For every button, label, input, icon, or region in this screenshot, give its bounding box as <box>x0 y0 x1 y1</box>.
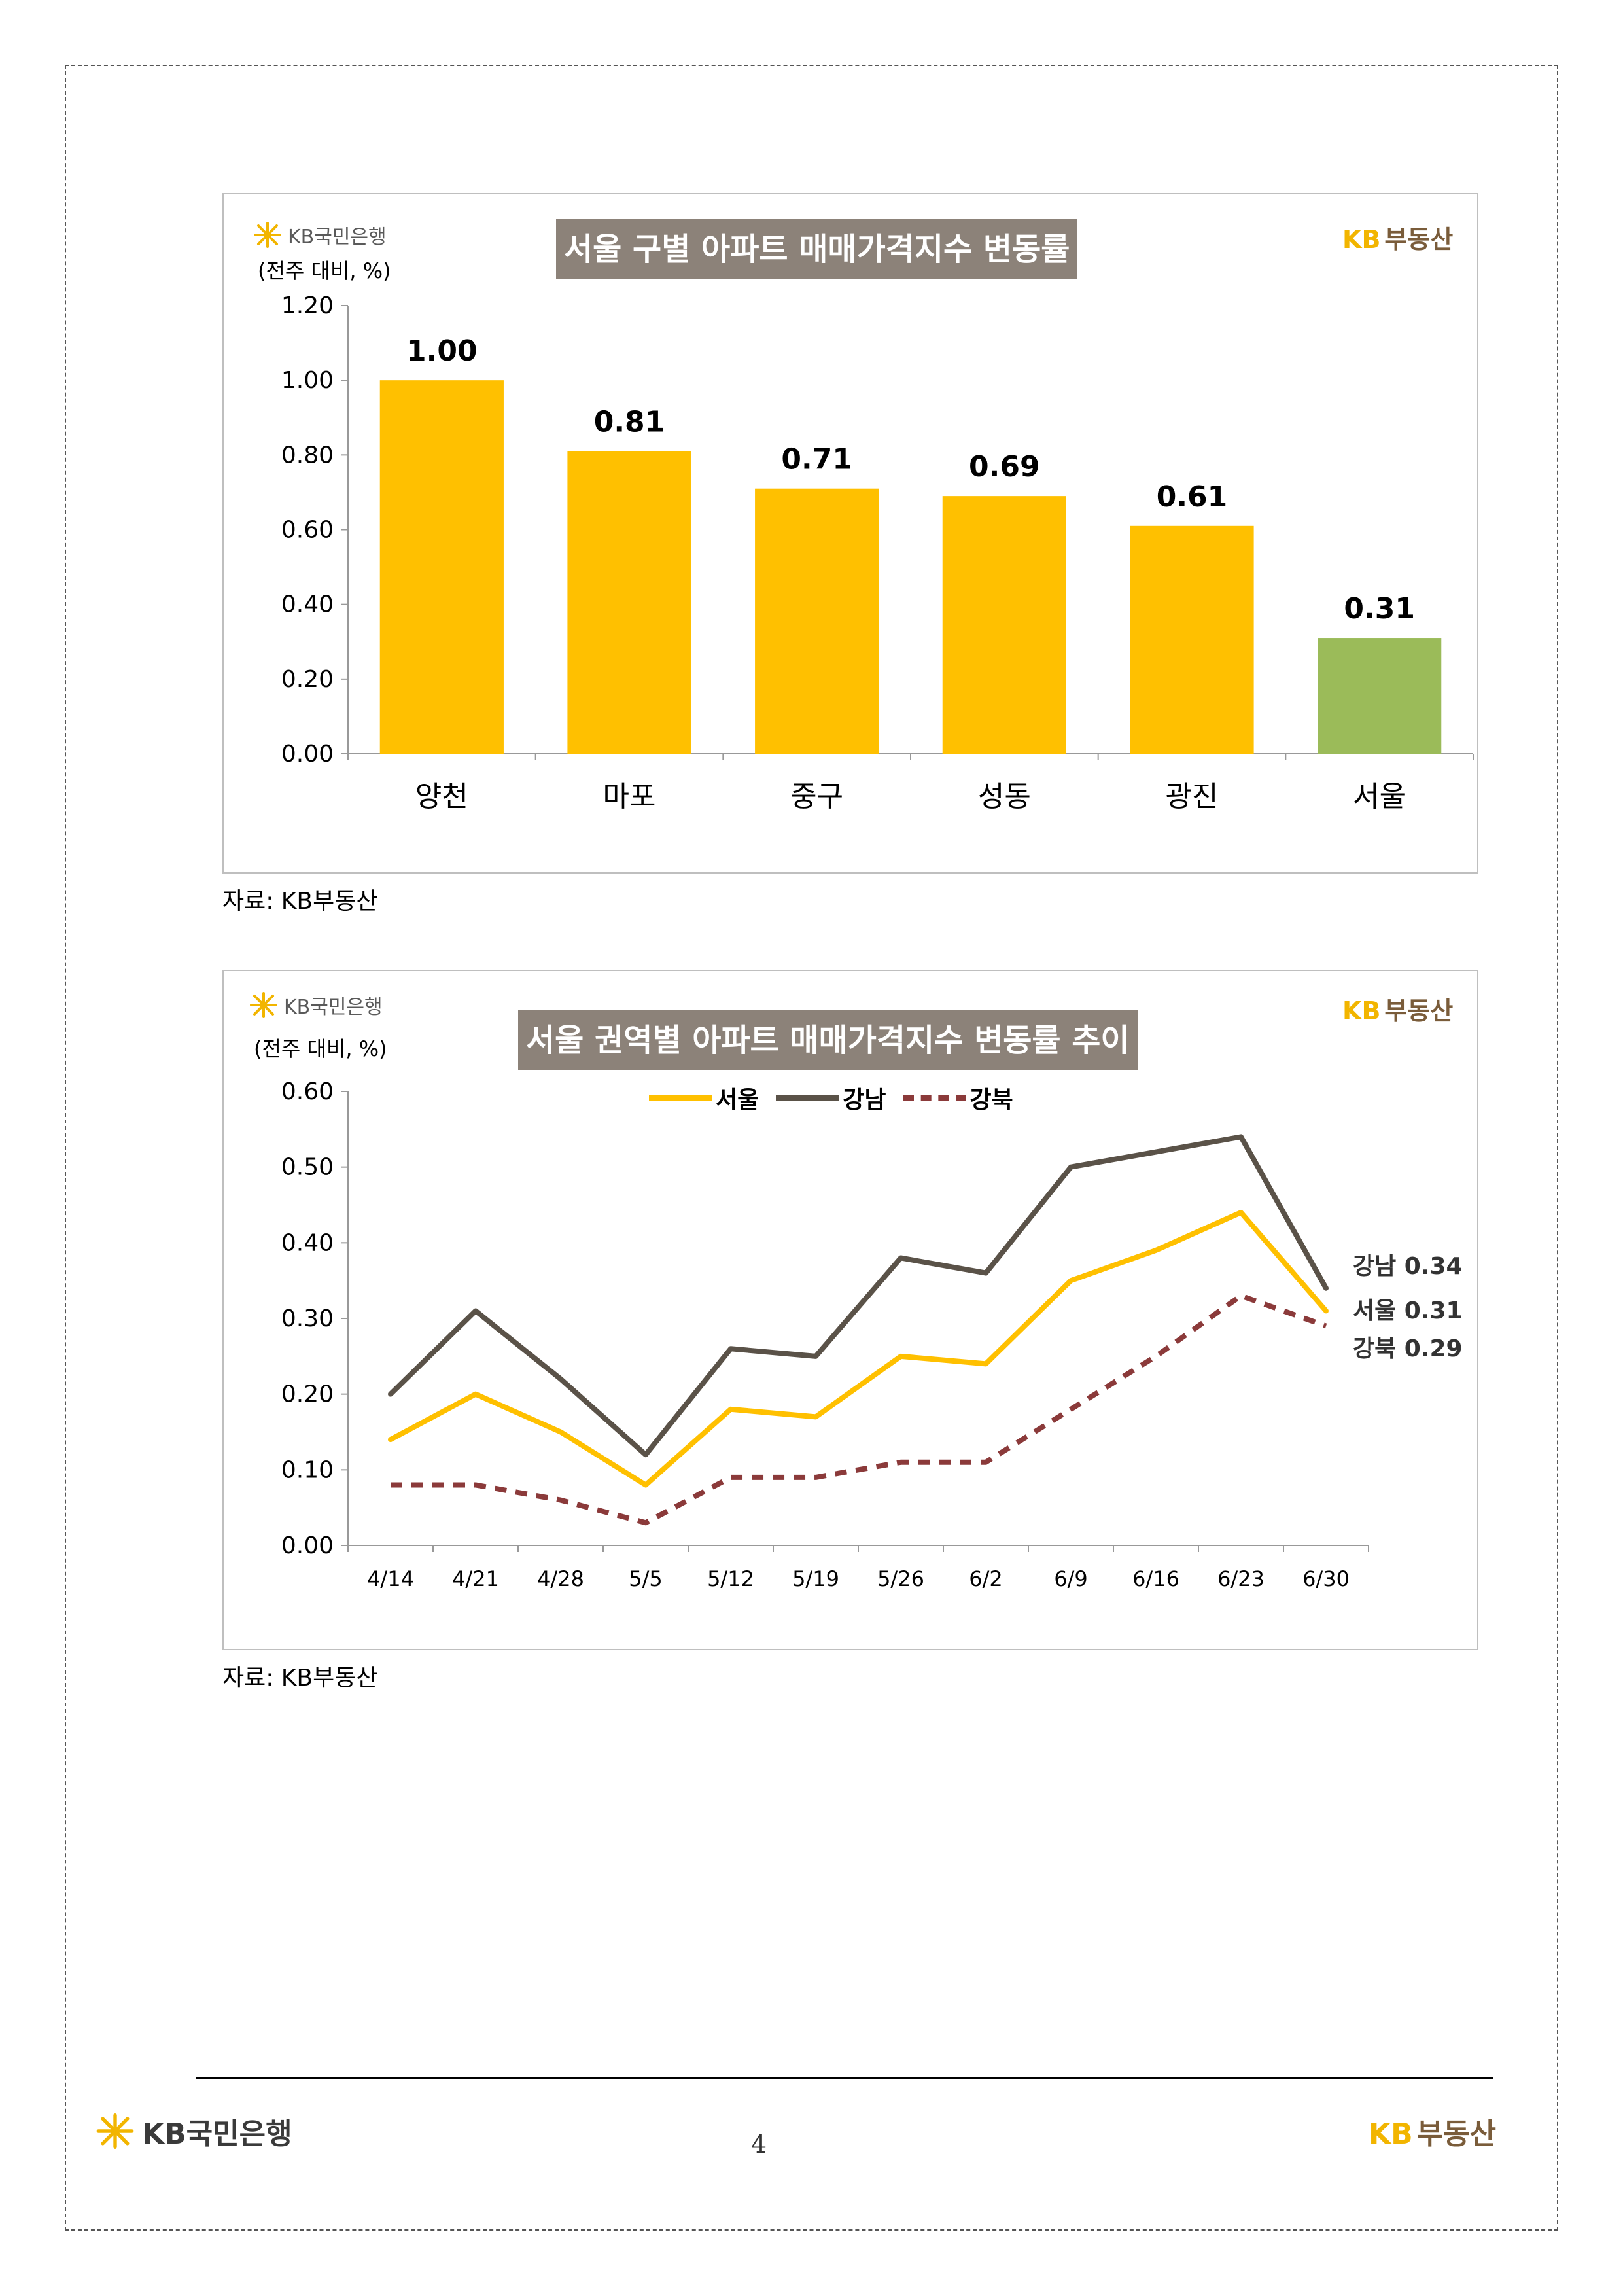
x-tick-label: 4/28 <box>537 1566 584 1591</box>
legend-item-gangnam: 강남 <box>776 1081 886 1115</box>
end-label-gangbuk: 강북 0.29 <box>1353 1335 1463 1362</box>
x-category-label: 양천 <box>415 780 468 813</box>
y-tick-label: 0.60 <box>281 1078 334 1105</box>
bar-chart-panel: KB국민은행 (전주 대비, %) 서울 구별 아파트 매매가격지수 변동률 K… <box>222 193 1478 874</box>
footer-bank-logo: KB국민은행 <box>95 2110 292 2152</box>
kb-estate-logo: KB 부동산 <box>1342 991 1453 1027</box>
legend-swatch <box>776 1095 839 1101</box>
source-note: 자료: KB부동산 <box>222 1665 378 1691</box>
legend-label: 강남 <box>843 1087 886 1114</box>
end-label-gangnam: 강남 0.34 <box>1353 1253 1463 1280</box>
bar <box>379 380 504 754</box>
x-tick-label: 6/9 <box>1054 1566 1088 1591</box>
legend-item-gangbuk: 강북 <box>903 1081 1013 1115</box>
legend-swatch <box>649 1095 712 1101</box>
chart-legend: 서울 강남 강북 <box>649 1081 1013 1115</box>
bank-name: KB국민은행 <box>142 2117 292 2151</box>
bar-value-label: 0.31 <box>1344 592 1415 626</box>
bar <box>942 496 1066 754</box>
bar <box>755 488 879 754</box>
y-tick-label: 1.00 <box>281 367 334 394</box>
series-line-gangbuk <box>391 1293 1327 1526</box>
chart-title: 서울 구별 아파트 매매가격지수 변동률 <box>556 219 1078 279</box>
unit-label: (전주 대비, %) <box>258 258 391 283</box>
kb-mark: KB <box>1342 997 1381 1025</box>
x-category-label: 광진 <box>1166 780 1219 813</box>
x-tick-label: 6/16 <box>1132 1566 1179 1591</box>
bank-name: KB국민은행 <box>288 226 387 249</box>
page-border <box>65 65 1558 2231</box>
x-tick-label: 6/23 <box>1217 1566 1265 1591</box>
bar-value-label: 0.69 <box>969 450 1040 484</box>
y-tick-label: 0.80 <box>281 442 334 468</box>
line-chart: 0.00 0.10 0.20 0.30 0.40 0.50 0.60 4/14 4/21 4/28… <box>281 1078 1369 1591</box>
kb-mark: KB <box>1342 225 1381 254</box>
source-note: 자료: KB부동산 <box>222 888 378 915</box>
kb-star-icon <box>254 222 281 248</box>
y-tick-label: 0.60 <box>281 517 334 544</box>
y-tick-label: 1.20 <box>281 292 334 319</box>
y-tick-label: 0.40 <box>281 1229 334 1256</box>
kb-bank-logo: KB국민은행 <box>249 991 383 1019</box>
y-tick-label: 0.40 <box>281 592 334 618</box>
x-tick-label: 4/14 <box>367 1566 414 1591</box>
series-line-seoul <box>388 1210 1329 1488</box>
legend-item-seoul: 서울 <box>649 1081 759 1115</box>
line-chart-panel: KB국민은행 (전주 대비, %) 서울 권역별 아파트 매매가격지수 변동률 … <box>222 970 1478 1650</box>
y-tick-label: 0.00 <box>281 741 334 768</box>
kb-star-icon <box>250 992 277 1018</box>
y-tick-label: 0.20 <box>281 1381 334 1408</box>
x-tick-label: 4/21 <box>452 1566 499 1591</box>
x-category-label: 중구 <box>790 780 843 813</box>
estate-word: 부동산 <box>1384 225 1454 254</box>
chart-title: 서울 권역별 아파트 매매가격지수 변동률 추이 <box>518 1010 1138 1070</box>
bank-name: KB국민은행 <box>284 996 383 1019</box>
x-tick-label: 5/5 <box>629 1566 663 1591</box>
legend-label: 서울 <box>716 1087 759 1114</box>
estate-word: 부동산 <box>1384 997 1454 1025</box>
bar <box>1130 525 1254 754</box>
x-tick-label: 6/30 <box>1302 1566 1350 1591</box>
x-tick-label: 5/19 <box>792 1566 839 1591</box>
x-tick-label: 6/2 <box>969 1566 1003 1591</box>
x-category-label: 마포 <box>603 780 656 813</box>
bar <box>1318 638 1442 754</box>
kb-estate-logo: KB 부동산 <box>1342 219 1453 255</box>
kb-star-icon <box>96 2113 134 2149</box>
series-line-gangnam <box>388 1134 1329 1458</box>
bar-value-label: 1.00 <box>406 334 478 368</box>
y-tick-label: 0.10 <box>281 1457 334 1483</box>
x-category-label: 서울 <box>1353 780 1406 813</box>
x-tick-label: 5/12 <box>707 1566 754 1591</box>
legend-label: 강북 <box>969 1087 1013 1114</box>
footer-estate-logo: KB 부동산 <box>1369 2110 1496 2152</box>
bar-value-label: 0.81 <box>594 406 665 439</box>
bar-value-label: 0.71 <box>781 443 852 476</box>
unit-label: (전주 대비, %) <box>254 1036 387 1061</box>
y-tick-label: 0.20 <box>281 666 334 693</box>
legend-swatch <box>903 1095 966 1101</box>
bar <box>567 451 691 754</box>
estate-word: 부동산 <box>1416 2117 1497 2151</box>
x-category-label: 성동 <box>978 780 1031 813</box>
x-tick-label: 5/26 <box>877 1566 924 1591</box>
bar-chart: 0.00 0.20 0.40 0.60 0.80 1.00 1.20 1.00 양천 0.81 마포… <box>281 292 1474 813</box>
page-number: 4 <box>750 2130 767 2159</box>
y-tick-label: 0.30 <box>281 1305 334 1332</box>
y-tick-label: 0.50 <box>281 1154 334 1181</box>
end-label-seoul: 서울 0.31 <box>1353 1298 1463 1324</box>
bar-value-label: 0.61 <box>1157 480 1228 514</box>
kb-bank-logo: KB국민은행 <box>253 221 387 249</box>
kb-mark: KB <box>1369 2117 1413 2151</box>
y-tick-label: 0.00 <box>281 1532 334 1559</box>
footer-rule <box>196 2077 1493 2079</box>
